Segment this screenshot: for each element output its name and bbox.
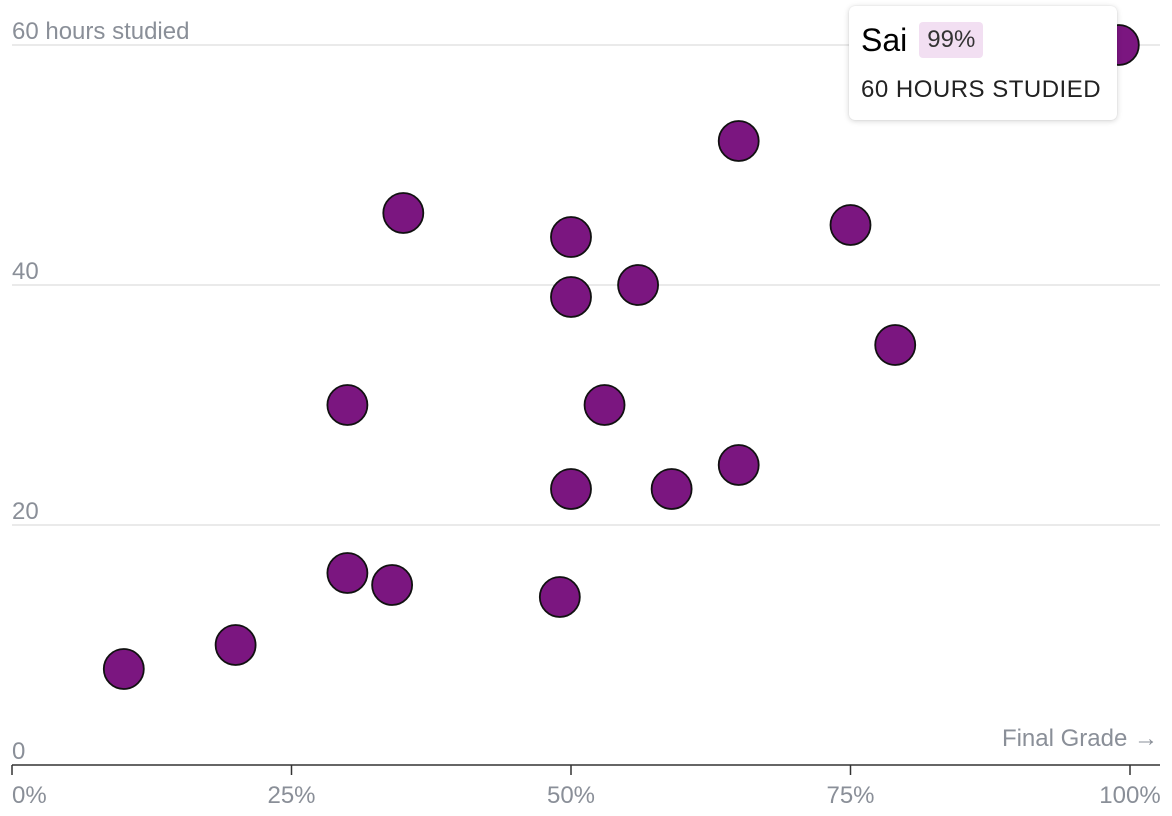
data-point[interactable] (382, 192, 425, 234)
data-points (102, 24, 1140, 690)
data-point[interactable] (717, 444, 760, 486)
y-tick-label-20: 20 (12, 498, 39, 525)
y-tick-label-60: 60 hours studied (12, 18, 189, 45)
x-tick-label-50: 50% (547, 782, 595, 809)
y-tick-label-40: 40 (12, 258, 39, 285)
data-point[interactable] (326, 552, 369, 594)
y-tick-label-0: 0 (12, 738, 25, 765)
x-tick-label-0: 0% (12, 782, 47, 809)
data-point[interactable] (326, 384, 369, 426)
data-point[interactable] (617, 264, 659, 306)
axis-labels: Final Grade → 0 20 40 60 hours studied 0% 25%… (12, 18, 1161, 809)
data-point[interactable] (550, 276, 592, 318)
tooltip-header: Sai 99% (861, 20, 1105, 60)
data-point[interactable] (371, 564, 414, 606)
data-point[interactable] (102, 648, 145, 690)
x-tick-label-100: 100% (1099, 782, 1160, 809)
tooltip-name: Sai (861, 21, 908, 58)
tooltip-detail: 60 HOURS STUDIED (861, 76, 1102, 103)
data-point[interactable] (214, 624, 257, 666)
data-point[interactable] (717, 120, 760, 162)
data-point[interactable] (550, 468, 592, 510)
data-point[interactable] (829, 204, 872, 246)
data-point[interactable] (583, 384, 626, 426)
x-axis-label: Final Grade → (1002, 725, 1158, 752)
tooltip-grade-badge: 99% (919, 22, 984, 58)
x-tick-label-75: 75% (826, 782, 874, 809)
data-point[interactable] (650, 468, 693, 510)
tooltip: Sai 99% 60 HOURS STUDIED (849, 6, 1117, 120)
x-tick-label-25: 25% (267, 782, 315, 809)
x-axis (11, 764, 1160, 775)
data-point[interactable] (538, 576, 581, 618)
data-point[interactable] (874, 324, 917, 366)
data-point[interactable] (550, 216, 592, 258)
